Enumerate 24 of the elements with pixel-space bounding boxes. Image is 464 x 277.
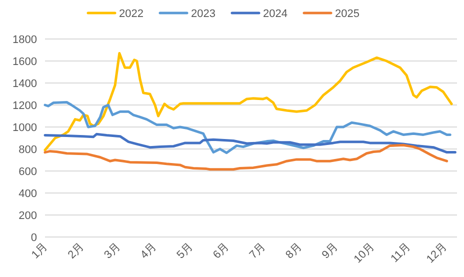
y-tick-label: 200 [18, 210, 37, 222]
legend-label: 2023 [191, 8, 216, 20]
x-tick-label: 5月 [174, 240, 196, 262]
x-tick-label: 11月 [388, 240, 414, 265]
x-tick-label: 9月 [320, 240, 341, 262]
x-tick-label: 10月 [352, 240, 377, 266]
x-tick-label: 2月 [66, 240, 86, 262]
x-tick-label: 8月 [284, 240, 304, 262]
y-tick-label: 1600 [12, 56, 37, 68]
y-tick-label: 1000 [12, 122, 37, 134]
x-tick-label: 4月 [138, 240, 160, 262]
legend-label: 2025 [335, 8, 360, 20]
y-tick-label: 1200 [12, 100, 37, 112]
x-tick-label: 12月 [424, 240, 450, 266]
y-tick-label: 800 [18, 144, 37, 156]
y-tick-label: 600 [18, 166, 37, 178]
y-tick-label: 1400 [12, 78, 37, 90]
x-tick-label: 3月 [102, 240, 123, 262]
y-tick-label: 400 [18, 188, 37, 200]
x-tick-label: 6月 [211, 240, 232, 262]
x-tick-label: 7月 [247, 240, 268, 262]
legend-label: 2022 [119, 8, 144, 20]
y-tick-label: 1800 [12, 34, 37, 46]
legend-label: 2024 [263, 8, 288, 20]
